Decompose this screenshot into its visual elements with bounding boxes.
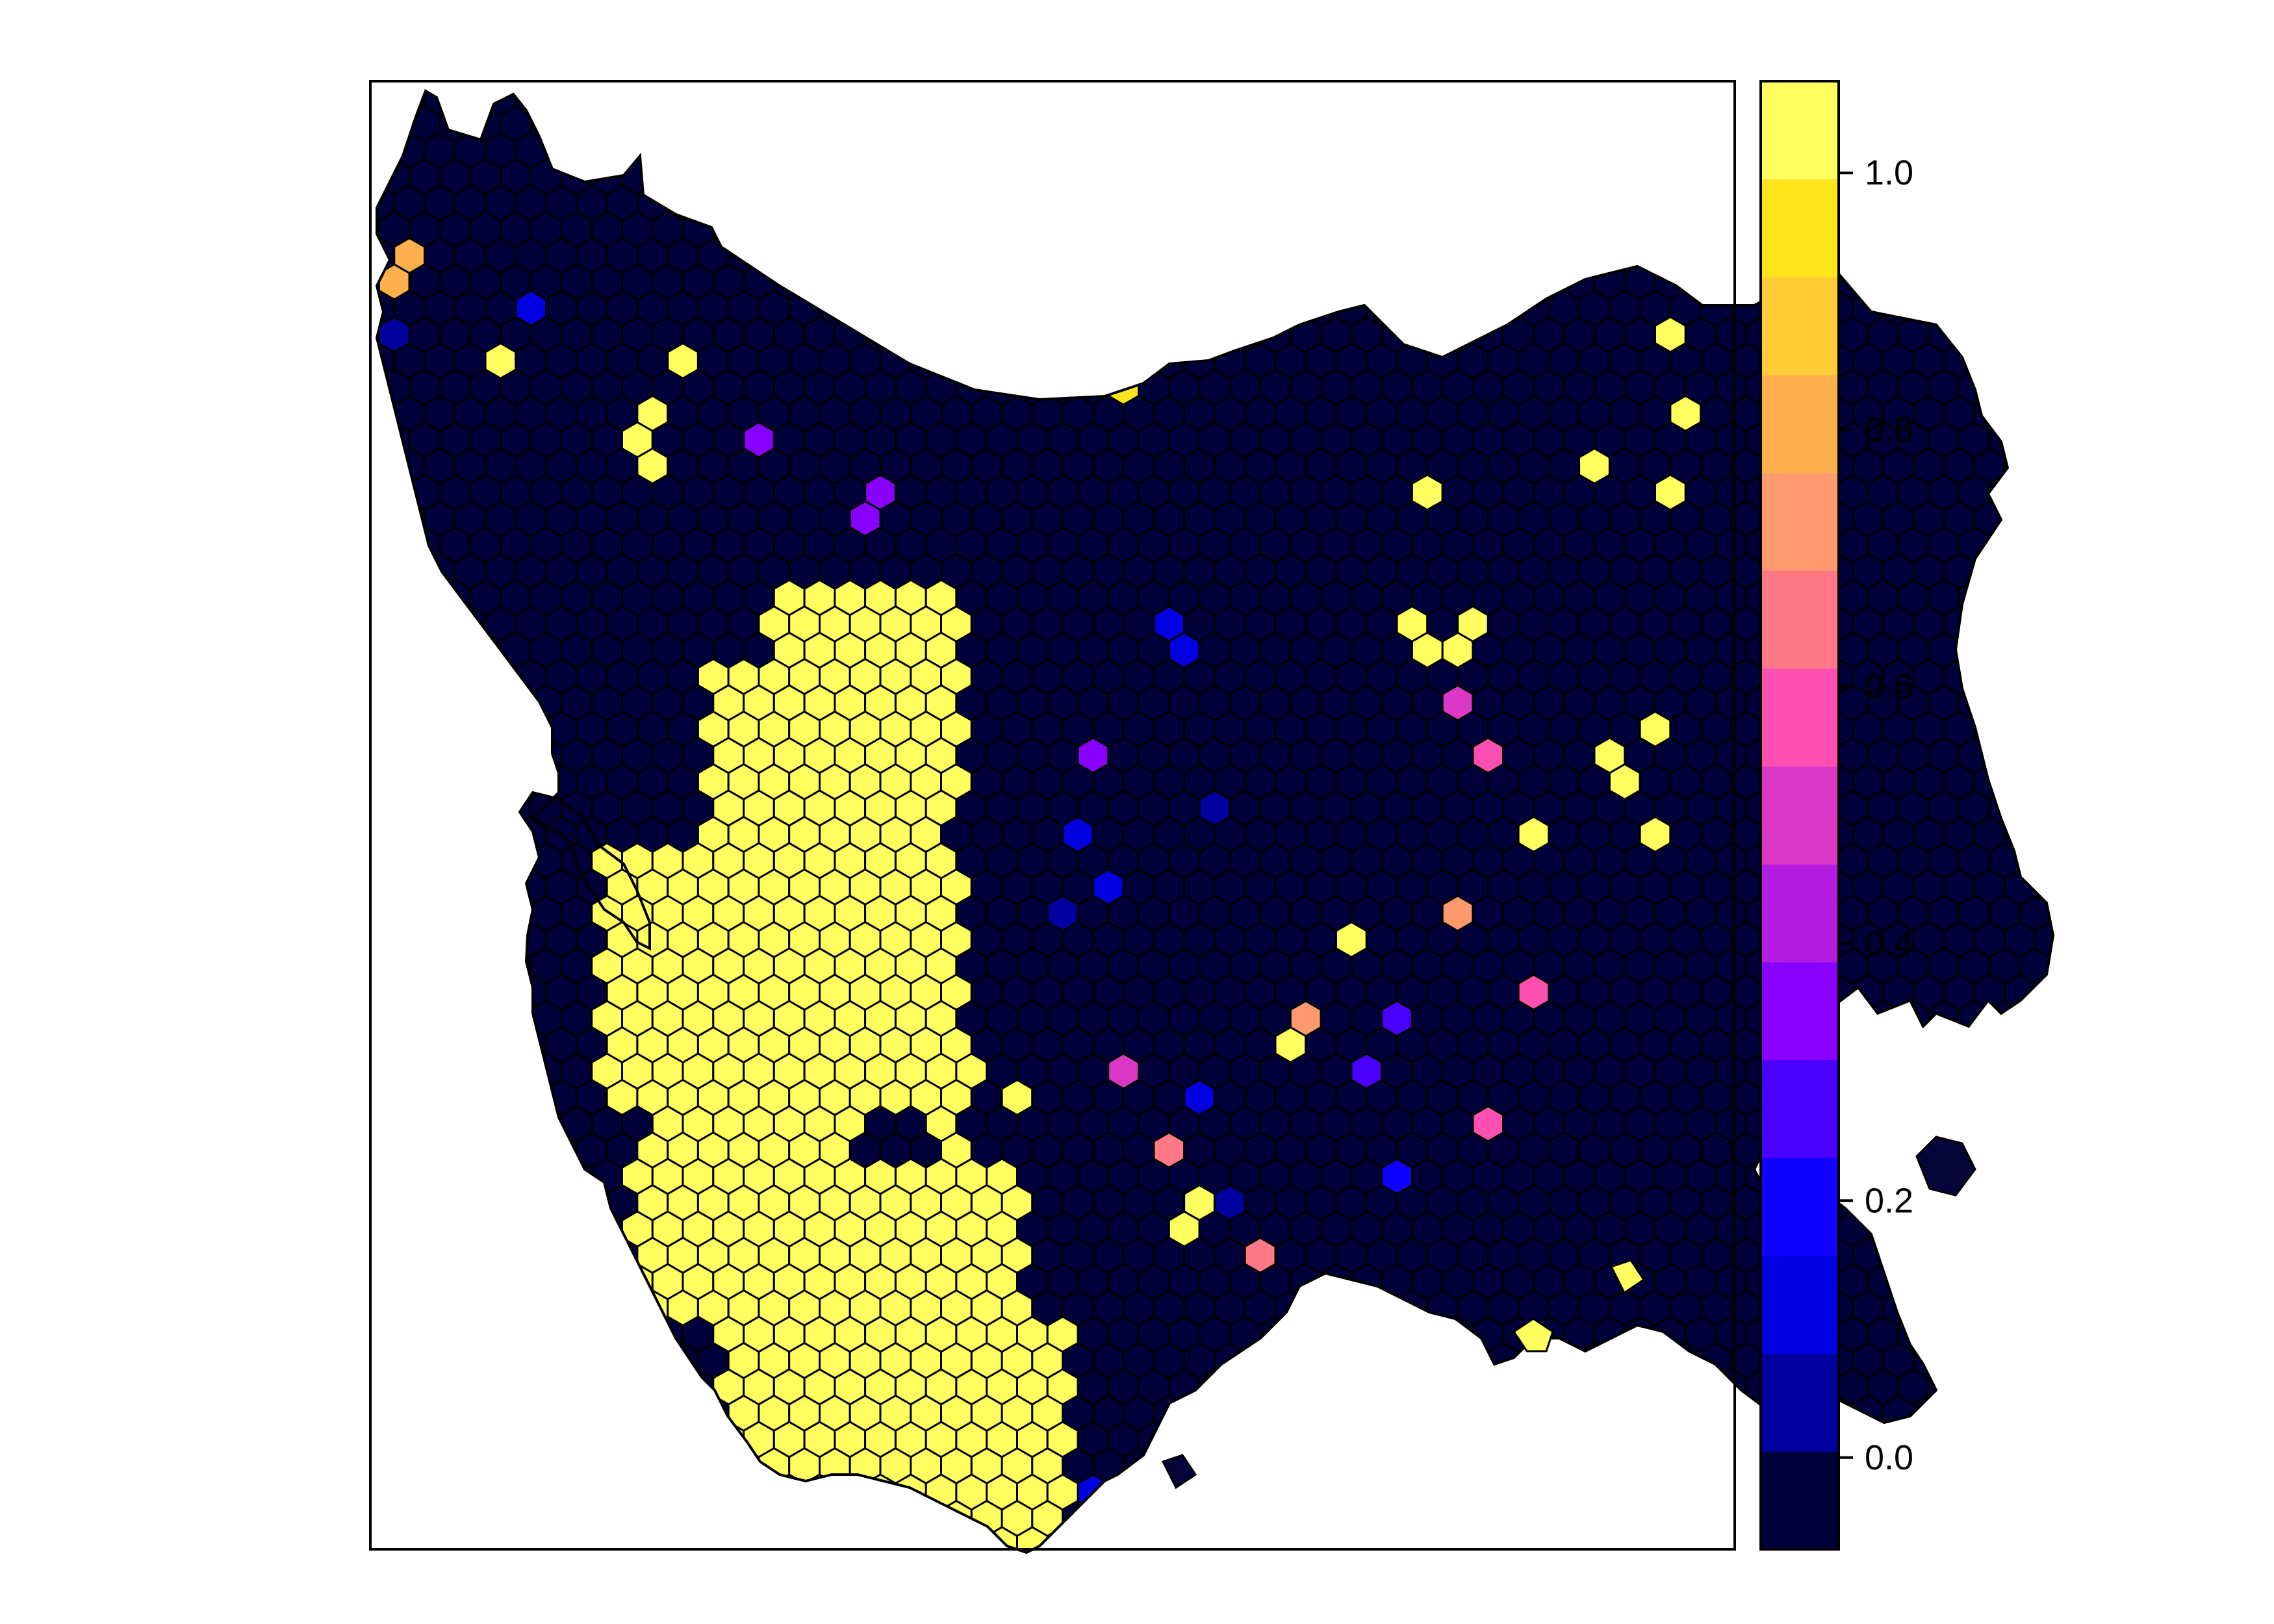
colorbar-bin <box>1761 1256 1839 1354</box>
colorbar-tick-label: 0.6 <box>1865 667 1913 706</box>
colorbar-bin <box>1761 81 1839 180</box>
colorbar-tick-label: 0.4 <box>1865 924 1913 963</box>
colorbar-bin <box>1761 668 1839 767</box>
colorbar-tick-label: 1.0 <box>1865 153 1913 192</box>
colorbar-bin <box>1761 570 1839 669</box>
islands <box>1161 1136 1976 1490</box>
colorbar-bin <box>1761 766 1839 865</box>
colorbar: 0.0 0.2 0.4 0.6 0.8 1.0 <box>1759 80 1913 1551</box>
colorbar-tick-label: 0.0 <box>1865 1438 1913 1477</box>
colorbar-bin <box>1761 375 1839 474</box>
colorbar-bin <box>1761 1353 1839 1452</box>
island <box>1161 1454 1197 1490</box>
colorbar-bin <box>1761 864 1839 963</box>
colorbar-bin <box>1761 179 1839 277</box>
colorbar-tick-label: 0.2 <box>1865 1181 1913 1220</box>
island <box>1915 1136 1976 1197</box>
colorbar-tick-label: 0.8 <box>1865 411 1913 450</box>
colorbar-bin <box>1761 962 1839 1061</box>
island <box>1609 1259 1646 1295</box>
colorbar-bin <box>1761 1158 1839 1256</box>
island <box>1512 1317 1554 1352</box>
colorbar-frame <box>1759 80 1840 1551</box>
colorbar-bins <box>1761 81 1839 1550</box>
colorbar-bin <box>1761 472 1839 571</box>
colorbar-ticks: 0.0 0.2 0.4 0.6 0.8 1.0 <box>1839 153 1913 1477</box>
colorbar-bin <box>1761 1451 1839 1550</box>
colorbar-bin <box>1761 277 1839 375</box>
map-frame <box>369 80 1736 1551</box>
hex-cell <box>1016 1526 1049 1553</box>
colorbar-bin <box>1761 1059 1839 1158</box>
